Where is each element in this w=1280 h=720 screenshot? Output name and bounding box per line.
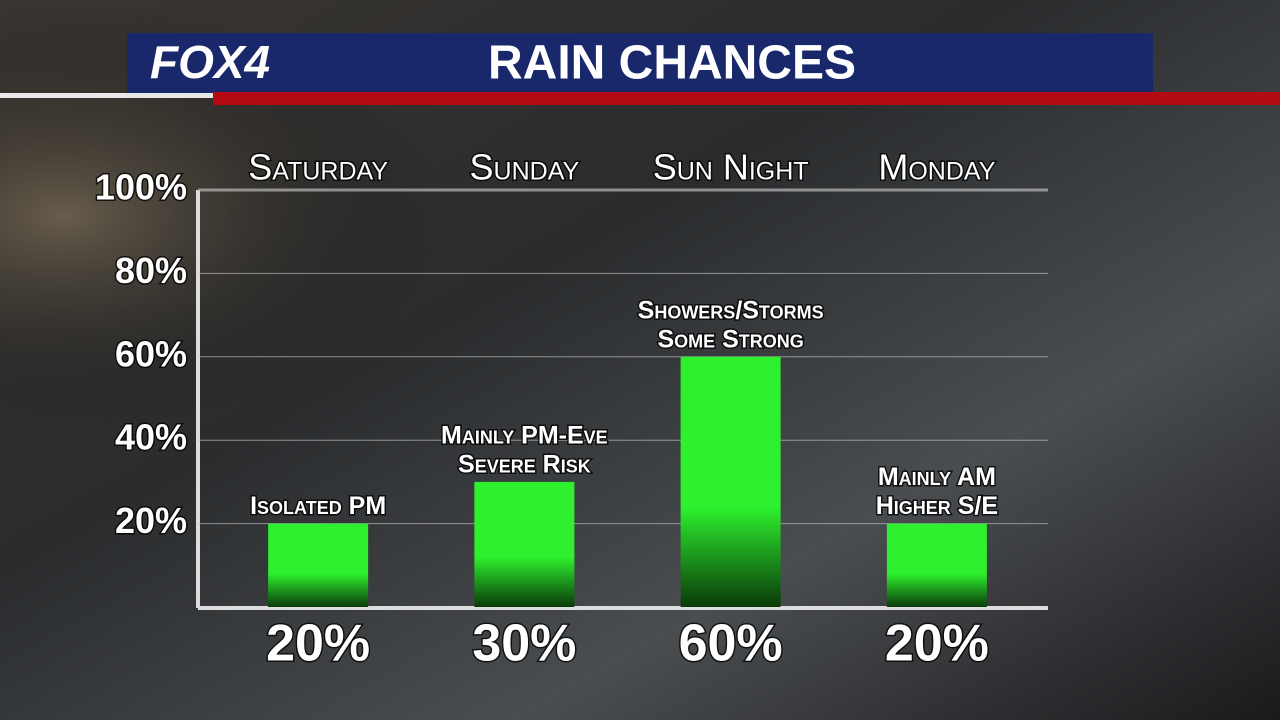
header-line: [0, 93, 213, 98]
bar: [474, 481, 575, 607]
bar: [886, 523, 987, 607]
bar: [268, 523, 369, 607]
x-tick-label: Sun Night: [653, 147, 809, 188]
annotation: Mainly PM-Eve: [441, 422, 608, 450]
y-tick-label: 80%: [115, 250, 187, 291]
x-tick-label: Monday: [878, 147, 995, 188]
value-label: 20%: [885, 615, 989, 673]
x-tick-label: Sunday: [470, 147, 580, 188]
header-stripe: [213, 92, 1280, 105]
y-tick-label: 100%: [95, 167, 187, 208]
y-tick-label: 20%: [115, 500, 187, 541]
logo: FOX4: [150, 36, 270, 88]
chart-title: RAIN CHANCES: [488, 37, 856, 90]
value-label: 20%: [266, 615, 370, 673]
x-tick-label: Saturday: [248, 147, 388, 188]
annotation: Isolated PM: [250, 492, 386, 520]
header-bar: [127, 33, 1153, 93]
annotation: Showers/Storms: [638, 296, 824, 324]
annotation: Severe Risk: [458, 451, 591, 479]
annotation: Some Strong: [657, 325, 803, 353]
bar: [680, 356, 781, 607]
annotation: Higher S/E: [876, 492, 998, 520]
y-tick-label: 60%: [115, 333, 187, 374]
value-label: 60%: [679, 615, 783, 673]
y-tick-label: 40%: [115, 417, 187, 458]
annotation: Mainly AM: [878, 463, 996, 491]
value-label: 30%: [472, 615, 576, 673]
